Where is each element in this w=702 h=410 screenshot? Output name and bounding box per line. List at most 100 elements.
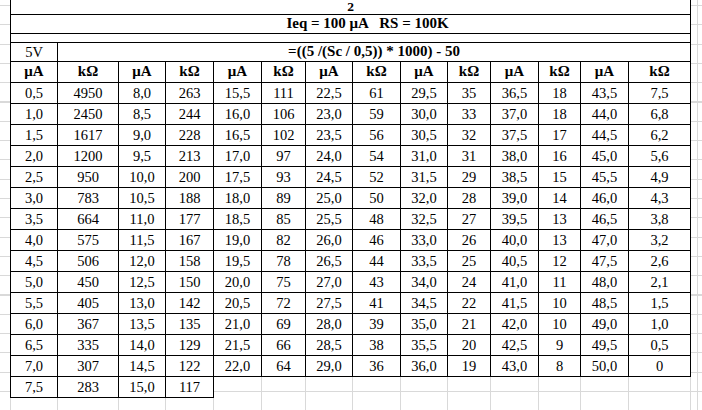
- value-cell[interactable]: 89: [262, 188, 306, 209]
- value-cell[interactable]: 82: [262, 230, 306, 251]
- value-cell[interactable]: 23,5: [306, 125, 353, 146]
- value-cell[interactable]: 43,0: [491, 356, 539, 377]
- value-cell[interactable]: 33,0: [401, 230, 448, 251]
- value-cell[interactable]: 47,0: [581, 230, 629, 251]
- unit-header-cell[interactable]: kΩ: [353, 62, 401, 83]
- value-cell[interactable]: 23,0: [306, 104, 353, 125]
- value-cell[interactable]: 7,5: [11, 377, 58, 398]
- value-cell[interactable]: 38,5: [491, 167, 539, 188]
- unit-header-cell[interactable]: μA: [581, 62, 629, 83]
- value-cell[interactable]: 13,0: [119, 293, 166, 314]
- unit-header-cell[interactable]: μA: [214, 62, 262, 83]
- value-cell[interactable]: 26: [448, 230, 491, 251]
- value-cell[interactable]: 25: [448, 251, 491, 272]
- value-cell[interactable]: 49,5: [581, 335, 629, 356]
- value-cell[interactable]: 8,0: [119, 83, 166, 104]
- value-cell[interactable]: 22,5: [306, 83, 353, 104]
- voltage-cell[interactable]: 5V: [11, 43, 58, 62]
- value-cell[interactable]: 50: [353, 188, 401, 209]
- value-cell[interactable]: 14,5: [119, 356, 166, 377]
- value-cell[interactable]: 39,0: [491, 188, 539, 209]
- value-cell[interactable]: 135: [166, 314, 214, 335]
- value-cell[interactable]: 13,5: [119, 314, 166, 335]
- value-cell[interactable]: 2,0: [11, 146, 58, 167]
- value-cell[interactable]: 31,0: [401, 146, 448, 167]
- unit-header-cell[interactable]: kΩ: [262, 62, 306, 83]
- value-cell[interactable]: 24,0: [306, 146, 353, 167]
- value-cell[interactable]: 4,3: [629, 188, 691, 209]
- value-cell[interactable]: 41: [353, 293, 401, 314]
- value-cell[interactable]: 13: [539, 209, 581, 230]
- value-cell[interactable]: 263: [166, 83, 214, 104]
- value-cell[interactable]: 15,5: [214, 83, 262, 104]
- unit-header-cell[interactable]: μA: [491, 62, 539, 83]
- value-cell[interactable]: 66: [262, 335, 306, 356]
- value-cell[interactable]: 25,5: [306, 209, 353, 230]
- value-cell[interactable]: 21,5: [214, 335, 262, 356]
- value-cell[interactable]: 40,5: [491, 251, 539, 272]
- value-cell[interactable]: 4,9: [629, 167, 691, 188]
- value-cell[interactable]: 1617: [58, 125, 119, 146]
- value-cell[interactable]: 3,2: [629, 230, 691, 251]
- value-cell[interactable]: 27,0: [306, 272, 353, 293]
- value-cell[interactable]: 9,0: [119, 125, 166, 146]
- value-cell[interactable]: 44,0: [581, 104, 629, 125]
- value-cell[interactable]: 0,5: [11, 83, 58, 104]
- value-cell[interactable]: 18,0: [214, 188, 262, 209]
- value-cell[interactable]: 111: [262, 83, 306, 104]
- value-cell[interactable]: 20: [448, 335, 491, 356]
- value-cell[interactable]: 7,0: [11, 356, 58, 377]
- value-cell[interactable]: 33,5: [401, 251, 448, 272]
- value-cell[interactable]: 46,0: [581, 188, 629, 209]
- value-cell[interactable]: 2450: [58, 104, 119, 125]
- value-cell[interactable]: 6,2: [629, 125, 691, 146]
- value-cell[interactable]: 35: [448, 83, 491, 104]
- value-cell[interactable]: 49,0: [581, 314, 629, 335]
- value-cell[interactable]: 283: [58, 377, 119, 398]
- value-cell[interactable]: 10,0: [119, 167, 166, 188]
- value-cell[interactable]: 10,5: [119, 188, 166, 209]
- value-cell[interactable]: 950: [58, 167, 119, 188]
- value-cell[interactable]: 38: [353, 335, 401, 356]
- value-cell[interactable]: 2,6: [629, 251, 691, 272]
- unit-header-cell[interactable]: μA: [401, 62, 448, 83]
- value-cell[interactable]: 367: [58, 314, 119, 335]
- value-cell[interactable]: 12,5: [119, 272, 166, 293]
- value-cell[interactable]: 6,8: [629, 104, 691, 125]
- value-cell[interactable]: 27: [448, 209, 491, 230]
- value-cell[interactable]: 41,0: [491, 272, 539, 293]
- value-cell[interactable]: 16,5: [214, 125, 262, 146]
- value-cell[interactable]: 30,5: [401, 125, 448, 146]
- value-cell[interactable]: 48,5: [581, 293, 629, 314]
- value-cell[interactable]: 12,0: [119, 251, 166, 272]
- value-cell[interactable]: 117: [166, 377, 214, 398]
- value-cell[interactable]: 54: [353, 146, 401, 167]
- value-cell[interactable]: 10: [539, 314, 581, 335]
- value-cell[interactable]: 28,5: [306, 335, 353, 356]
- value-cell[interactable]: 20,5: [214, 293, 262, 314]
- value-cell[interactable]: 17: [539, 125, 581, 146]
- value-cell[interactable]: 3,8: [629, 209, 691, 230]
- value-cell[interactable]: 167: [166, 230, 214, 251]
- value-cell[interactable]: 102: [262, 125, 306, 146]
- value-cell[interactable]: 1,0: [11, 104, 58, 125]
- value-cell[interactable]: 50,0: [581, 356, 629, 377]
- value-cell[interactable]: 335: [58, 335, 119, 356]
- value-cell[interactable]: 228: [166, 125, 214, 146]
- value-cell[interactable]: 26,5: [306, 251, 353, 272]
- value-cell[interactable]: 20,0: [214, 272, 262, 293]
- value-cell[interactable]: 85: [262, 209, 306, 230]
- value-cell[interactable]: 188: [166, 188, 214, 209]
- value-cell[interactable]: 30,0: [401, 104, 448, 125]
- value-cell[interactable]: 2,1: [629, 272, 691, 293]
- value-cell[interactable]: 36: [353, 356, 401, 377]
- value-cell[interactable]: 15,0: [119, 377, 166, 398]
- unit-header-cell[interactable]: μA: [306, 62, 353, 83]
- value-cell[interactable]: 450: [58, 272, 119, 293]
- value-cell[interactable]: 19,0: [214, 230, 262, 251]
- value-cell[interactable]: 22: [448, 293, 491, 314]
- value-cell[interactable]: 45,0: [581, 146, 629, 167]
- value-cell[interactable]: 307: [58, 356, 119, 377]
- value-cell[interactable]: 47,5: [581, 251, 629, 272]
- value-cell[interactable]: 4,5: [11, 251, 58, 272]
